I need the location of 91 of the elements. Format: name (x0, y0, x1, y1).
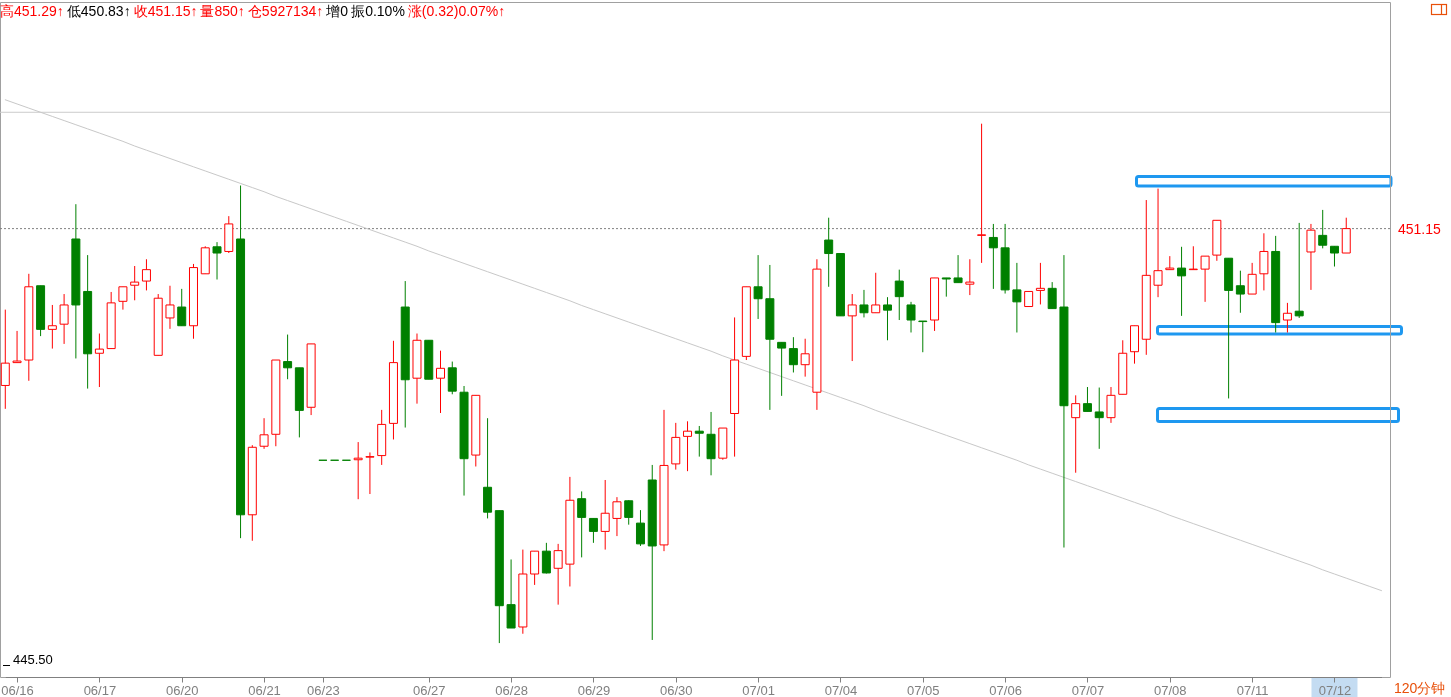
candlestick (1106, 386, 1116, 424)
text: 445.50 (13, 652, 53, 667)
text: 涨(0.32)0.07%↑ (407, 3, 506, 19)
x-tick-label: 07/12 (1318, 682, 1352, 697)
candlestick (1082, 386, 1092, 412)
candlestick (1235, 270, 1245, 314)
candlestick (600, 479, 610, 551)
candlestick (12, 330, 22, 364)
candlestick (847, 293, 857, 362)
candlestick (859, 289, 869, 318)
candlestick (612, 496, 622, 537)
candlestick (506, 558, 516, 629)
candlestick (365, 451, 375, 495)
x-tick-label: 07/04 (824, 682, 858, 697)
candlestick (118, 286, 128, 311)
text: 451.15 (1398, 220, 1441, 237)
candlestick (259, 417, 269, 450)
text: 量850↑ (200, 3, 245, 19)
candlestick (977, 123, 987, 264)
candlestick (777, 341, 787, 397)
candlestick (212, 241, 222, 281)
candlestick (553, 543, 563, 606)
candlestick (1094, 387, 1104, 450)
candlestick (1294, 222, 1304, 319)
candlestick (883, 296, 892, 341)
candlestick (871, 272, 881, 314)
candlestick (283, 334, 293, 380)
x-tick-label: 07/11 (1236, 682, 1269, 697)
candlestick (436, 350, 446, 414)
candlestick (1200, 255, 1210, 303)
x-tick-label: 07/01 (742, 682, 775, 697)
x-tick-label: 07/05 (907, 682, 940, 697)
text: 仓5927134↑ (247, 3, 324, 19)
candlestick (1071, 394, 1081, 474)
candlestick (683, 420, 693, 472)
candlestick (635, 509, 645, 547)
candlestick (624, 499, 634, 526)
candlestick (953, 254, 963, 284)
candlestick (800, 338, 810, 378)
x-tick-label: 07/08 (1154, 682, 1187, 697)
candlestick (1259, 232, 1269, 291)
text: 收451.15↑ (133, 3, 198, 19)
x-tick-label: 06/27 (412, 682, 446, 697)
text: 增0 (326, 3, 349, 19)
candlestick (530, 550, 540, 586)
candlestick (988, 223, 998, 290)
x-tick-label: 06/23 (307, 682, 340, 697)
candlestick (1047, 281, 1057, 310)
candlestick (1177, 246, 1187, 317)
candlestick (94, 333, 104, 388)
text: 120分钟 (1394, 680, 1446, 696)
candlestick (918, 320, 928, 353)
candlestick (894, 269, 904, 321)
x-tick-label: 06/16 (1, 682, 34, 697)
candlestick (1329, 245, 1339, 268)
candlestick (1247, 262, 1257, 295)
candlestick (1035, 262, 1045, 305)
x-tick-label: 07/07 (1071, 682, 1105, 697)
x-tick-label: 06/29 (577, 682, 611, 697)
candlestick (788, 336, 798, 373)
candlestick (130, 265, 140, 301)
candlestick (906, 301, 916, 333)
candlestick (1306, 223, 1316, 291)
candlestick (1318, 209, 1328, 249)
candlestick (1282, 302, 1292, 333)
candlestick (447, 361, 457, 395)
candlestick (1188, 245, 1198, 271)
candlestick (753, 254, 763, 320)
x-tick-label: 06/30 (659, 682, 693, 697)
text: 高451.29↑ (0, 3, 64, 19)
candlestick (965, 258, 975, 296)
candlestick (588, 517, 598, 544)
candlestick (1012, 262, 1022, 333)
candlestick (177, 288, 187, 327)
text: 低450.83↑ (66, 3, 131, 19)
candlestick (541, 542, 551, 574)
candlestick (577, 490, 587, 558)
candlestick (47, 304, 57, 350)
candlestick (941, 277, 951, 298)
candlestick (694, 425, 704, 458)
text: 振0.10% (351, 3, 405, 19)
x-tick-label: 06/28 (495, 682, 528, 697)
x-tick-label: 06/17 (83, 682, 117, 697)
candlestick (59, 293, 69, 345)
candlestick (1153, 188, 1163, 298)
x-tick-label: 06/20 (165, 682, 199, 697)
x-tick-label: 06/21 (248, 682, 281, 697)
x-tick-label: 07/06 (989, 682, 1022, 697)
candlestick (141, 258, 151, 291)
candlestick (165, 285, 175, 330)
candlestick (824, 217, 834, 288)
